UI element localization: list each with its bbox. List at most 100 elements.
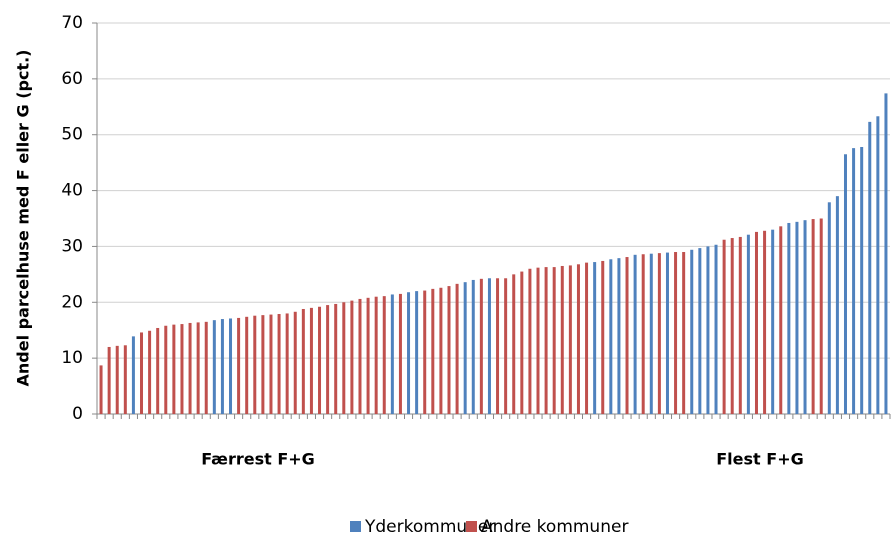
bar bbox=[625, 257, 629, 414]
bar bbox=[811, 219, 815, 414]
bar bbox=[471, 279, 475, 414]
bar bbox=[261, 315, 265, 414]
bar bbox=[771, 229, 775, 414]
bar bbox=[560, 265, 564, 414]
bar bbox=[876, 116, 880, 414]
bar bbox=[504, 278, 508, 414]
bar bbox=[285, 313, 289, 414]
y-tick-label: 0 bbox=[72, 404, 83, 424]
bar bbox=[398, 293, 402, 414]
bar bbox=[220, 319, 224, 414]
bar bbox=[164, 325, 168, 414]
bar bbox=[552, 267, 556, 414]
bar bbox=[415, 291, 419, 414]
bar bbox=[843, 154, 847, 414]
bar bbox=[609, 259, 613, 414]
bar bbox=[131, 336, 135, 414]
y-tick-label: 40 bbox=[61, 181, 83, 201]
bar bbox=[229, 318, 233, 414]
bar bbox=[690, 249, 694, 414]
bar bbox=[593, 262, 597, 414]
bar bbox=[204, 321, 208, 414]
bar bbox=[99, 365, 103, 414]
bar bbox=[512, 274, 516, 414]
bar bbox=[350, 300, 354, 414]
y-tick-label: 50 bbox=[61, 125, 83, 145]
bar bbox=[479, 278, 483, 414]
bar bbox=[746, 234, 750, 414]
bar bbox=[827, 202, 831, 414]
bar bbox=[698, 248, 702, 414]
bar bbox=[649, 253, 653, 414]
bar bbox=[447, 286, 451, 414]
legend-label: Andre kommuner bbox=[481, 517, 628, 537]
bar bbox=[439, 287, 443, 414]
bar bbox=[358, 298, 362, 414]
bar bbox=[585, 262, 589, 414]
bar bbox=[431, 288, 435, 414]
bar bbox=[722, 239, 726, 414]
bar bbox=[277, 314, 281, 414]
bar bbox=[148, 330, 152, 414]
bar bbox=[407, 292, 411, 414]
bar bbox=[520, 271, 524, 414]
bar bbox=[795, 221, 799, 414]
bar bbox=[115, 345, 119, 414]
bar bbox=[835, 196, 839, 414]
bar bbox=[763, 230, 767, 414]
bar bbox=[318, 306, 322, 414]
bar bbox=[868, 121, 872, 415]
bar bbox=[455, 283, 459, 414]
y-tick-label: 10 bbox=[61, 348, 83, 368]
bar bbox=[665, 252, 669, 414]
legend-swatch bbox=[350, 521, 361, 532]
bar bbox=[884, 93, 888, 414]
bar bbox=[819, 218, 823, 414]
bar bbox=[140, 332, 144, 414]
bar bbox=[309, 307, 313, 414]
bar bbox=[754, 231, 758, 414]
legend-label: Yderkommuner bbox=[364, 517, 495, 537]
y-tick-label: 60 bbox=[61, 69, 83, 89]
bar bbox=[196, 322, 200, 414]
bar bbox=[326, 305, 330, 414]
y-tick-label: 20 bbox=[61, 292, 83, 312]
bar bbox=[568, 265, 572, 414]
bar bbox=[172, 324, 176, 414]
bar bbox=[706, 246, 710, 414]
bar bbox=[156, 327, 160, 414]
bar bbox=[544, 267, 548, 414]
bar bbox=[576, 264, 580, 414]
bar bbox=[334, 303, 338, 414]
bar bbox=[390, 294, 394, 414]
annotation: Flest F+G bbox=[716, 450, 803, 469]
bar bbox=[714, 244, 718, 414]
bar bbox=[301, 308, 305, 414]
bar bbox=[601, 260, 605, 414]
y-tick-label: 70 bbox=[61, 13, 83, 33]
bar bbox=[860, 147, 864, 414]
bar bbox=[617, 258, 621, 414]
bar bbox=[852, 148, 856, 414]
bar bbox=[123, 345, 127, 414]
bar bbox=[528, 268, 532, 414]
bar bbox=[212, 320, 216, 414]
bar bbox=[682, 252, 686, 414]
bar bbox=[674, 252, 678, 414]
bar bbox=[657, 253, 661, 414]
bar bbox=[787, 222, 791, 414]
bar bbox=[641, 254, 645, 414]
y-axis-label: Andel parcelhuse med F eller G (pct.) bbox=[14, 50, 33, 387]
bar bbox=[803, 220, 807, 414]
bar bbox=[253, 315, 257, 414]
bar bbox=[633, 254, 637, 414]
bar bbox=[237, 317, 241, 414]
bar bbox=[487, 278, 491, 414]
annotation: Færrest F+G bbox=[201, 450, 315, 469]
bar bbox=[738, 236, 742, 414]
bar bbox=[496, 278, 500, 414]
bar bbox=[423, 290, 427, 414]
bar bbox=[779, 226, 783, 414]
bar bbox=[463, 282, 467, 414]
